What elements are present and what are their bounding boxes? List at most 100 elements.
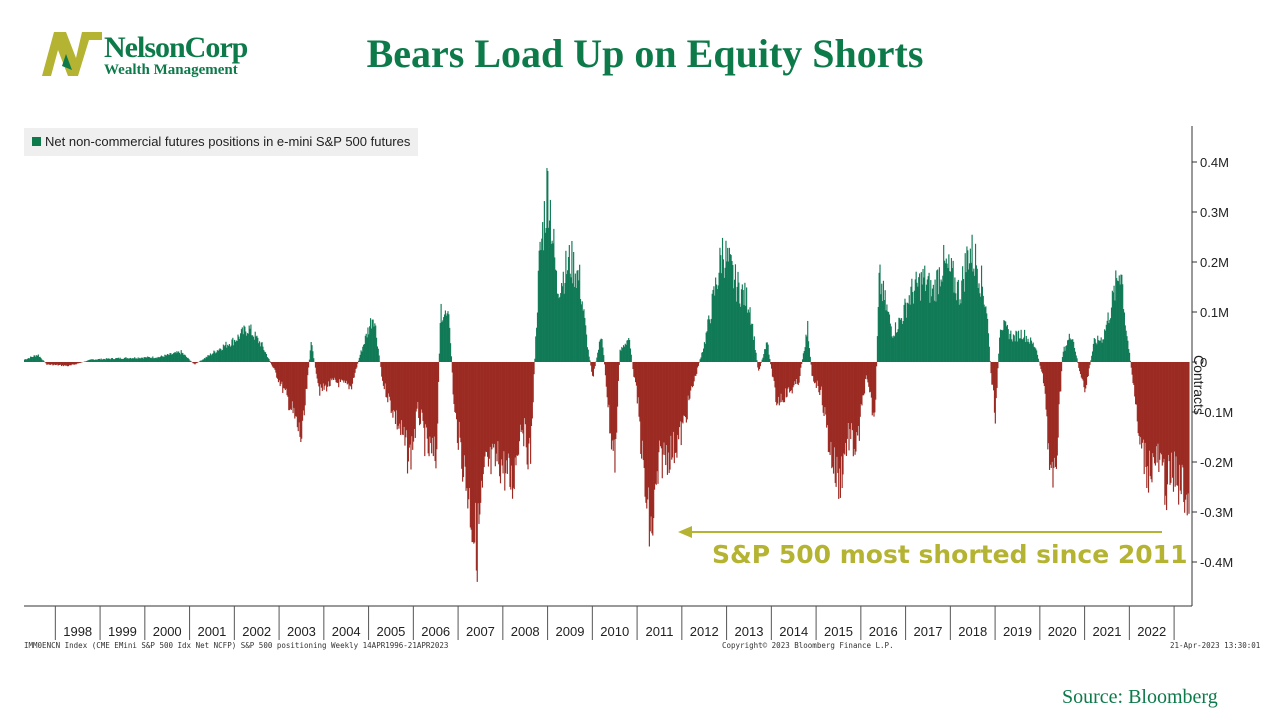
positive-bar (1029, 343, 1031, 362)
positive-bar (890, 326, 892, 362)
negative-bar (993, 362, 995, 391)
negative-bar (801, 362, 803, 364)
negative-bar (676, 362, 678, 458)
negative-bar (650, 362, 652, 517)
positive-bar (568, 245, 570, 362)
negative-bar (283, 362, 286, 389)
negative-bar (357, 362, 359, 364)
negative-bar (665, 362, 667, 466)
positive-bar (985, 306, 987, 362)
negative-bar (648, 362, 650, 547)
negative-bar (52, 362, 54, 366)
positive-bar (622, 345, 625, 362)
positive-bar (233, 345, 235, 362)
negative-bar (1169, 362, 1171, 485)
positive-bar (625, 344, 627, 362)
positive-bar (596, 357, 598, 362)
positive-bar (720, 255, 722, 362)
negative-bar (856, 362, 858, 433)
positive-bar (925, 284, 928, 362)
positive-bar (128, 358, 130, 362)
negative-bar (1148, 362, 1150, 451)
positive-bar (267, 357, 269, 362)
positive-bar (603, 355, 605, 362)
negative-bar (694, 362, 696, 376)
positive-bar (891, 336, 893, 362)
positive-bar (946, 263, 948, 362)
negative-bar (1130, 362, 1132, 368)
negative-bar (818, 362, 820, 393)
negative-bar (868, 362, 870, 387)
positive-bar (1028, 342, 1030, 362)
negative-bar (46, 362, 48, 365)
positive-bar (172, 353, 175, 362)
positive-bar (548, 227, 550, 362)
positive-bar (1008, 339, 1010, 362)
positive-bar (808, 341, 810, 362)
negative-bar (427, 362, 429, 454)
positive-bar (926, 279, 928, 362)
positive-bar (876, 336, 879, 362)
positive-bar (804, 347, 806, 362)
negative-bar (487, 362, 490, 467)
positive-bar (721, 237, 724, 362)
bar-series (24, 168, 1190, 582)
positive-bar (157, 356, 159, 362)
negative-bar (396, 362, 398, 430)
x-tick-label: 2004 (332, 624, 361, 639)
negative-bar (607, 362, 609, 408)
positive-bar (1122, 309, 1125, 362)
positive-bar (894, 322, 897, 362)
positive-bar (1095, 342, 1097, 362)
negative-bar (1041, 362, 1043, 372)
negative-bar (637, 362, 639, 398)
negative-bar (1135, 362, 1138, 405)
positive-bar (579, 298, 582, 362)
positive-bar (141, 357, 144, 362)
positive-bar (168, 355, 170, 362)
positive-bar (910, 286, 912, 362)
negative-bar (845, 362, 848, 456)
positive-bar (943, 244, 945, 362)
positive-bar (908, 295, 910, 362)
negative-bar (325, 362, 327, 385)
negative-bar (436, 362, 438, 450)
y-tick-label: 0.3M (1200, 205, 1229, 220)
negative-bar (594, 362, 596, 367)
logo-name: NelsonCorp (104, 31, 248, 64)
positive-bar (84, 361, 86, 362)
positive-bar (535, 336, 537, 362)
positive-bar (120, 358, 122, 362)
negative-bar (524, 362, 527, 425)
positive-bar (599, 339, 601, 362)
negative-bar (872, 362, 874, 413)
positive-bar (752, 339, 755, 362)
negative-bar (800, 362, 802, 368)
positive-bar (1090, 360, 1092, 362)
positive-bar (29, 358, 31, 362)
negative-bar (73, 362, 76, 365)
negative-bar (640, 362, 642, 454)
negative-bar (772, 362, 774, 378)
positive-bar (140, 358, 142, 362)
negative-bar (1043, 362, 1045, 387)
negative-bar (1159, 362, 1161, 460)
negative-bar (789, 362, 791, 393)
negative-bar (616, 362, 619, 407)
positive-bar (252, 336, 255, 362)
negative-bar (1055, 362, 1058, 469)
positive-bar (211, 354, 213, 362)
positive-bar (217, 350, 219, 362)
positive-bar (1024, 329, 1026, 362)
positive-bar (42, 360, 45, 362)
negative-bar (644, 362, 646, 497)
positive-bar (150, 357, 152, 362)
positive-bar (928, 272, 930, 362)
positive-bar (878, 272, 880, 362)
negative-bar (843, 362, 845, 454)
negative-bar (397, 362, 399, 426)
negative-bar (345, 362, 348, 381)
negative-bar (282, 362, 284, 393)
positive-bar (142, 358, 144, 362)
positive-bar (1033, 346, 1035, 362)
